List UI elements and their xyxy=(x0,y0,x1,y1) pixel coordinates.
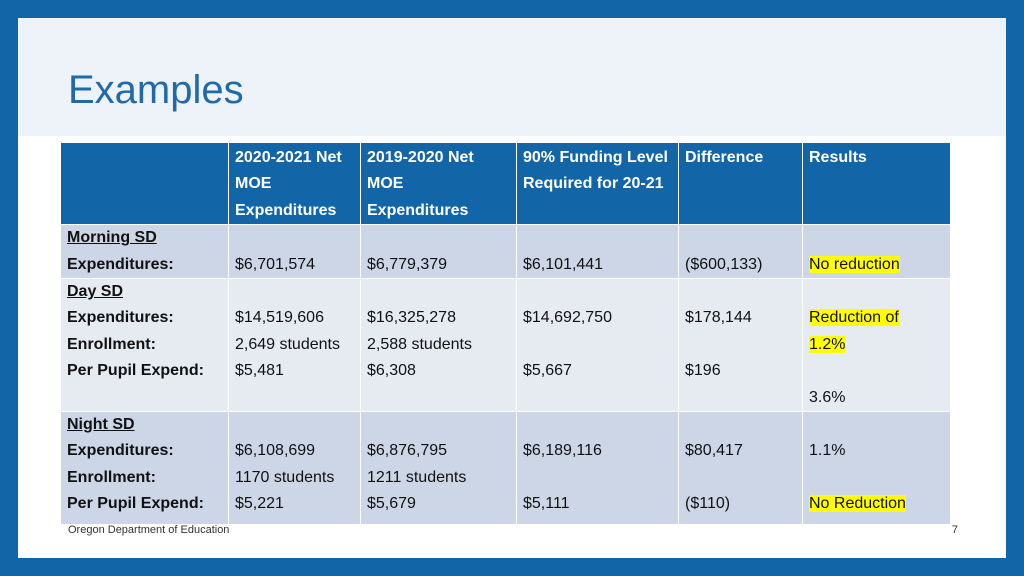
header-difference: Difference xyxy=(678,141,803,226)
title-band xyxy=(18,18,1006,136)
slide-title: Examples xyxy=(68,68,244,112)
page-number: 7 xyxy=(951,524,958,536)
cell-result: 1.1% No Reduction xyxy=(802,410,951,525)
cell-net-2021: $14,519,606 2,649 students $5,481 xyxy=(228,277,361,412)
cell-net-2021: $6,701,574 xyxy=(228,224,361,279)
cell-result: No reduction xyxy=(802,224,951,279)
header-net-2020: 2019-2020 Net MOE Expenditures xyxy=(360,141,517,226)
row-label-morning: Morning SD Expenditures: xyxy=(60,224,229,279)
row-label-day: Day SD Expenditures: Enrollment: Per Pup… xyxy=(60,277,229,412)
cell-net-2020: $6,876,795 1211 students $5,679 xyxy=(360,410,517,525)
result-highlight: No reduction xyxy=(809,255,900,273)
header-results: Results xyxy=(802,141,951,226)
cell-difference: ($600,133) xyxy=(678,224,803,279)
cell-funding-90: $14,692,750 $5,667 xyxy=(516,277,679,412)
table-row-morning: Morning SD Expenditures: $6,701,574 $6,7… xyxy=(60,224,951,279)
cell-difference: $178,144 $196 xyxy=(678,277,803,412)
table-row-day: Day SD Expenditures: Enrollment: Per Pup… xyxy=(60,277,951,412)
header-net-2021: 2020-2021 Net MOE Expenditures xyxy=(228,141,361,226)
result-highlight: 1.2% xyxy=(809,335,846,353)
examples-table: 2020-2021 Net MOE Expenditures 2019-2020… xyxy=(60,141,951,525)
cell-difference: $80,417 ($110) xyxy=(678,410,803,525)
cell-net-2020: $6,779,379 xyxy=(360,224,517,279)
result-highlight: No Reduction xyxy=(809,495,906,513)
row-label-night: Night SD Expenditures: Enrollment: Per P… xyxy=(60,410,229,525)
cell-funding-90: $6,189,116 $5,111 xyxy=(516,410,679,525)
footer-text: Oregon Department of Education xyxy=(68,524,230,536)
header-funding-90: 90% Funding Level Required for 20-21 xyxy=(516,141,679,226)
cell-funding-90: $6,101,441 xyxy=(516,224,679,279)
cell-net-2021: $6,108,699 1170 students $5,221 xyxy=(228,410,361,525)
result-highlight: Reduction of xyxy=(809,309,899,327)
cell-result: Reduction of 1.2% 3.6% xyxy=(802,277,951,412)
slide: Examples 2020-2021 Net MOE Expenditures … xyxy=(18,18,1006,558)
header-row: 2020-2021 Net MOE Expenditures 2019-2020… xyxy=(60,141,951,226)
table-row-night: Night SD Expenditures: Enrollment: Per P… xyxy=(60,410,951,525)
header-cell-empty xyxy=(60,141,229,226)
cell-net-2020: $16,325,278 2,588 students $6,308 xyxy=(360,277,517,412)
